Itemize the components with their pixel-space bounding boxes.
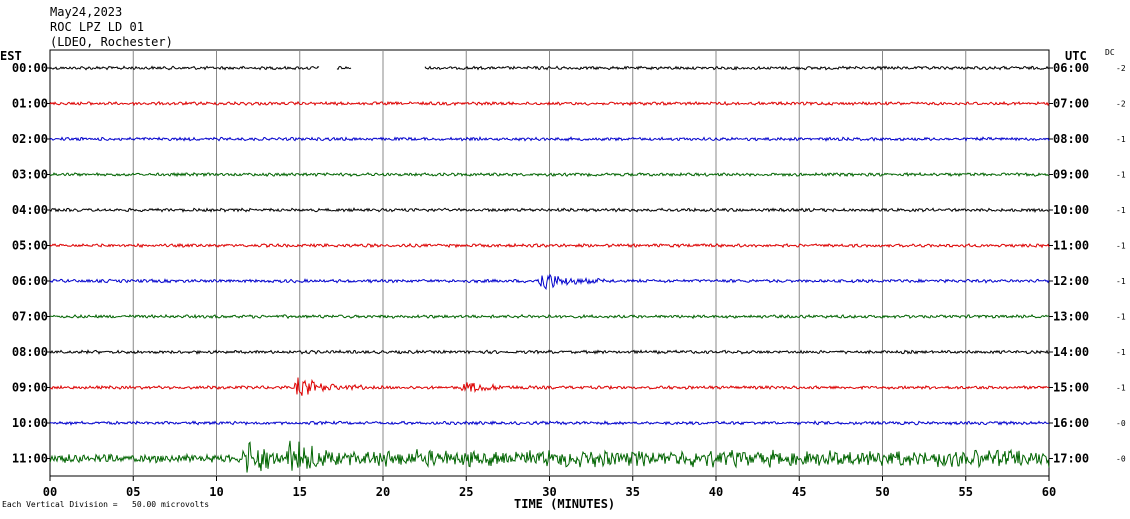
trace-line <box>49 100 1050 107</box>
utc-time-label: 06:00 <box>1053 61 1089 75</box>
x-tick-label: 00 <box>43 485 57 499</box>
dc-offset-value: -0 <box>1116 455 1126 464</box>
header-station: ROC LPZ LD 01 <box>50 20 144 34</box>
est-time-label: 11:00 <box>12 452 48 466</box>
utc-time-label: 09:00 <box>1053 168 1089 182</box>
x-tick-label: 30 <box>542 485 556 499</box>
x-tick-label: 05 <box>126 485 140 499</box>
x-tick-label: 50 <box>875 485 889 499</box>
utc-time-label: 11:00 <box>1053 239 1089 253</box>
trace-line <box>49 171 1050 178</box>
trace-line <box>49 242 1050 249</box>
utc-time-label: 14:00 <box>1053 345 1089 359</box>
est-time-label: 08:00 <box>12 345 48 359</box>
trace-line <box>49 440 1050 473</box>
est-time-label: 10:00 <box>12 416 48 430</box>
trace-line <box>49 136 1050 142</box>
utc-axis-label: UTC <box>1065 49 1087 63</box>
trace-line <box>49 349 1050 355</box>
x-axis-title: TIME (MINUTES) <box>514 497 616 511</box>
trace-line <box>49 420 1050 426</box>
est-time-label: 02:00 <box>12 132 48 146</box>
x-tick-label: 55 <box>959 485 973 499</box>
trace-line <box>49 273 1050 290</box>
header-date: May24,2023 <box>50 5 123 19</box>
utc-time-label: 07:00 <box>1053 97 1089 111</box>
est-time-label: 04:00 <box>12 203 48 217</box>
x-tick-label: 15 <box>293 485 307 499</box>
est-time-label: 01:00 <box>12 97 48 111</box>
utc-time-label: 15:00 <box>1053 381 1089 395</box>
vertical-division-note: Each Vertical Division = 50.00 microvolt… <box>2 500 210 509</box>
x-tick-label: 60 <box>1042 485 1056 499</box>
est-time-label: 03:00 <box>12 168 48 182</box>
dc-offset-value: -1 <box>1116 348 1126 357</box>
x-tick-label: 20 <box>376 485 390 499</box>
x-tick-label: 10 <box>209 485 223 499</box>
header-network: (LDEO, Rochester) <box>50 35 173 49</box>
trace-line <box>50 313 1050 320</box>
trace-line <box>49 207 1050 213</box>
utc-time-label: 16:00 <box>1053 416 1089 430</box>
dc-offset-value: -1 <box>1116 277 1126 286</box>
dc-offset-value: -1 <box>1116 242 1126 251</box>
est-time-label: 09:00 <box>12 381 48 395</box>
est-time-label: 06:00 <box>12 274 48 288</box>
utc-time-label: 08:00 <box>1053 132 1089 146</box>
dc-offset-value: -0 <box>1116 419 1126 428</box>
dc-offset-value: -1 <box>1116 313 1126 322</box>
utc-time-label: 12:00 <box>1053 274 1089 288</box>
dc-offset-value: -2 <box>1116 100 1126 109</box>
est-time-label: 00:00 <box>12 61 48 75</box>
est-time-label: 07:00 <box>12 310 48 324</box>
dc-offset-value: -1 <box>1116 135 1126 144</box>
est-axis-label: EST <box>0 49 22 63</box>
x-tick-label: 40 <box>709 485 723 499</box>
trace-line <box>49 65 1050 71</box>
utc-time-label: 10:00 <box>1053 203 1089 217</box>
x-tick-label: 35 <box>626 485 640 499</box>
dc-offset-value: -1 <box>1116 206 1126 215</box>
dc-offset-value: -1 <box>1116 171 1126 180</box>
dc-offset-value: -1 <box>1116 384 1126 393</box>
dc-column-label: DC <box>1105 48 1115 57</box>
est-time-label: 05:00 <box>12 239 48 253</box>
trace-line <box>49 377 1050 396</box>
utc-time-label: 13:00 <box>1053 310 1089 324</box>
utc-time-label: 17:00 <box>1053 452 1089 466</box>
x-tick-label: 45 <box>792 485 806 499</box>
dc-offset-value: -2 <box>1116 64 1126 73</box>
x-tick-label: 25 <box>459 485 473 499</box>
